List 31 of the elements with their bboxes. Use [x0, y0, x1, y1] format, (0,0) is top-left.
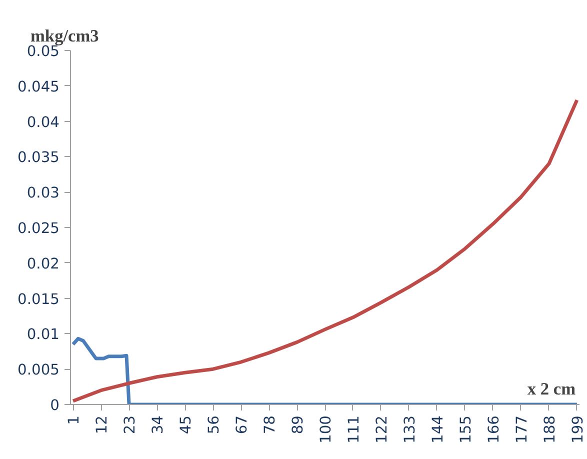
- x-tick-label: 155: [457, 415, 474, 444]
- x-tick-label: 188: [541, 415, 558, 444]
- x-axis-title: x 2 cm: [527, 380, 576, 398]
- x-tick-label: 122: [373, 415, 390, 444]
- x-tick-label: 89: [290, 415, 307, 434]
- y-tick-label: 0.015: [18, 290, 60, 308]
- x-tick-label: 166: [485, 415, 502, 444]
- x-tick-label: 111: [345, 415, 362, 444]
- x-tick-label: 78: [262, 415, 279, 434]
- x-tick-label: 12: [94, 415, 111, 434]
- x-tick-label: 144: [429, 415, 446, 444]
- y-tick-label: 0.01: [26, 326, 60, 344]
- y-tick-label: 0.045: [18, 78, 60, 96]
- x-tick-label: 67: [234, 415, 251, 434]
- x-tick-label: 199: [569, 415, 586, 444]
- x-tick-label: 56: [206, 415, 223, 434]
- x-tick-label: 133: [401, 415, 418, 444]
- y-tick-label: 0.03: [26, 184, 60, 202]
- x-tick-label: 23: [122, 415, 139, 434]
- y-tick-label: 0.02: [26, 255, 60, 272]
- y-tick-label: 0.035: [18, 149, 60, 166]
- y-tick-label: 0: [50, 397, 60, 414]
- x-tick-label: 34: [150, 415, 167, 434]
- x-tick-label: 177: [513, 415, 530, 444]
- x-tick-label: 45: [178, 415, 195, 434]
- y-tick-label: 0.04: [26, 114, 60, 131]
- x-tick-label: 1: [66, 415, 83, 425]
- y-tick-label: 0.025: [18, 220, 60, 237]
- y-tick-label: 0.005: [18, 362, 60, 379]
- y-axis-title: mkg/cm3: [30, 26, 100, 46]
- x-tick-label: 100: [318, 415, 334, 444]
